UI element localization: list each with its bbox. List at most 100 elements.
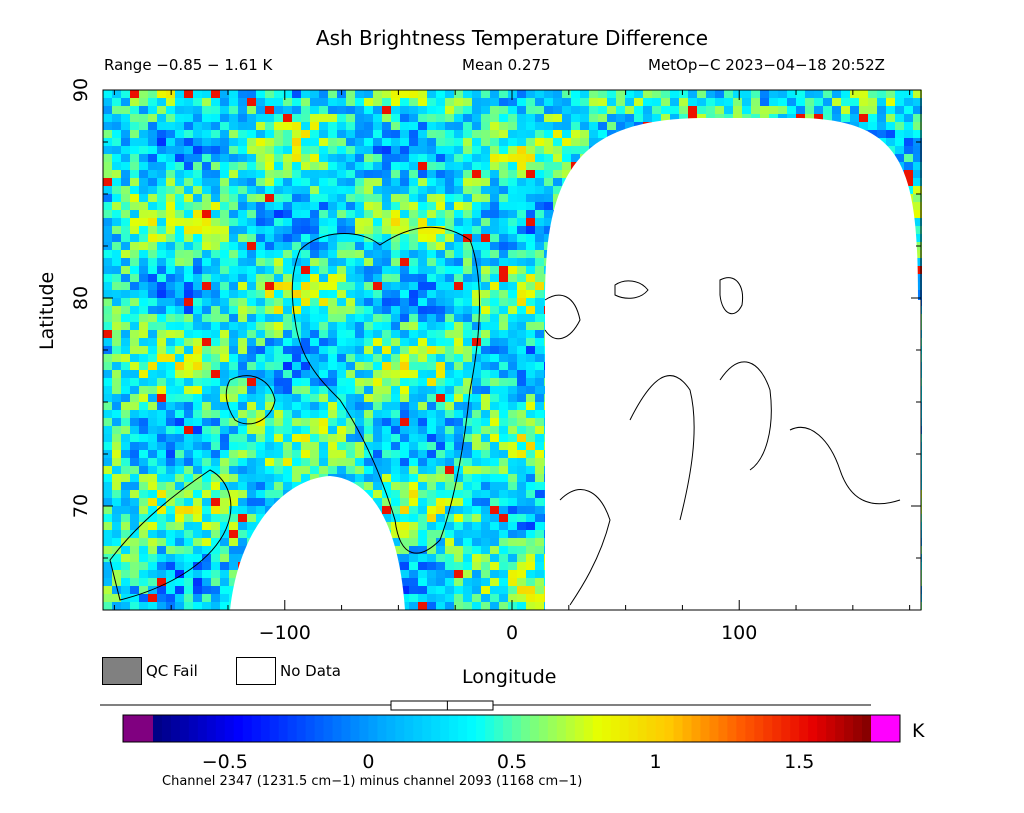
heatmap-cell (346, 450, 355, 458)
heatmap-cell (733, 90, 742, 98)
heatmap-cell (229, 498, 238, 506)
heatmap-cell (148, 394, 157, 402)
heatmap-cell (310, 346, 319, 354)
heatmap-cell (490, 370, 499, 378)
heatmap-cell (328, 346, 337, 354)
heatmap-cell (418, 258, 427, 266)
heatmap-cell (238, 514, 247, 522)
heatmap-cell (310, 354, 319, 362)
heatmap-cell (391, 90, 400, 98)
heatmap-cell (130, 418, 139, 426)
heatmap-cell (652, 90, 661, 98)
heatmap-cell (211, 410, 220, 418)
heatmap-cell (508, 402, 517, 410)
heatmap-cell (472, 242, 481, 250)
heatmap-cell (247, 418, 256, 426)
heatmap-cell (166, 242, 175, 250)
heatmap-cell (301, 90, 310, 98)
heatmap-cell (328, 218, 337, 226)
heatmap-cell (526, 226, 535, 234)
heatmap-cell (310, 258, 319, 266)
heatmap-cell (247, 330, 256, 338)
heatmap-cell (364, 386, 373, 394)
heatmap-cell (301, 330, 310, 338)
heatmap-cell (265, 90, 274, 98)
heatmap-cell (247, 442, 256, 450)
heatmap-cell (166, 162, 175, 170)
heatmap-cell (220, 522, 229, 530)
heatmap-cell (472, 98, 481, 106)
heatmap-cell (553, 170, 562, 178)
heatmap-cell (400, 322, 409, 330)
heatmap-cell (256, 218, 265, 226)
heatmap-cell (238, 250, 247, 258)
heatmap-cell (508, 234, 517, 242)
heatmap-cell (409, 202, 418, 210)
heatmap-cell (157, 226, 166, 234)
heatmap-cell (463, 498, 472, 506)
heatmap-cell (445, 154, 454, 162)
heatmap-cell (121, 290, 130, 298)
heatmap-cell (292, 426, 301, 434)
heatmap-cell (193, 450, 202, 458)
heatmap-cell (202, 178, 211, 186)
heatmap-cell (211, 458, 220, 466)
heatmap-cell (319, 434, 328, 442)
heatmap-cell (166, 90, 175, 98)
heatmap-cell (220, 466, 229, 474)
heatmap-cell (103, 218, 112, 226)
heatmap-cell (472, 466, 481, 474)
heatmap-cell (481, 338, 490, 346)
heatmap-cell (112, 146, 121, 154)
heatmap-cell (157, 362, 166, 370)
heatmap-cell (427, 466, 436, 474)
heatmap-cell (139, 450, 148, 458)
heatmap-cell (238, 466, 247, 474)
heatmap-cell (508, 466, 517, 474)
heatmap-cell (148, 378, 157, 386)
heatmap-cell (112, 338, 121, 346)
heatmap-cell (472, 178, 481, 186)
heatmap-cell (517, 474, 526, 482)
heatmap-cell (175, 314, 184, 322)
heatmap-cell (193, 218, 202, 226)
heatmap-cell (139, 226, 148, 234)
heatmap-cell (445, 474, 454, 482)
heatmap-cell (724, 106, 733, 114)
heatmap-cell (175, 330, 184, 338)
heatmap-cell (463, 458, 472, 466)
heatmap-cell (274, 306, 283, 314)
heatmap-cell (310, 450, 319, 458)
heatmap-cell (913, 250, 922, 258)
heatmap-cell (184, 130, 193, 138)
heatmap-cell (247, 250, 256, 258)
heatmap-cell (481, 210, 490, 218)
heatmap-cell (409, 450, 418, 458)
heatmap-cell (184, 378, 193, 386)
heatmap-cell (409, 98, 418, 106)
heatmap-cell (913, 154, 922, 162)
heatmap-cell (112, 490, 121, 498)
heatmap-cell (499, 306, 508, 314)
heatmap-cell (130, 362, 139, 370)
heatmap-cell (409, 354, 418, 362)
heatmap-cell (337, 186, 346, 194)
heatmap-cell (283, 114, 292, 122)
heatmap-cell (202, 314, 211, 322)
heatmap-cell (481, 482, 490, 490)
heatmap-cell (301, 194, 310, 202)
heatmap-cell (238, 314, 247, 322)
heatmap-cell (346, 402, 355, 410)
heatmap-cell (355, 106, 364, 114)
heatmap-cell (166, 482, 175, 490)
heatmap-cell (913, 218, 922, 226)
heatmap-cell (337, 362, 346, 370)
heatmap-cell (436, 314, 445, 322)
heatmap-cell (517, 226, 526, 234)
heatmap-cell (103, 186, 112, 194)
heatmap-cell (238, 274, 247, 282)
heatmap-cell (211, 378, 220, 386)
heatmap-cell (247, 106, 256, 114)
heatmap-cell (472, 290, 481, 298)
heatmap-cell (562, 98, 571, 106)
